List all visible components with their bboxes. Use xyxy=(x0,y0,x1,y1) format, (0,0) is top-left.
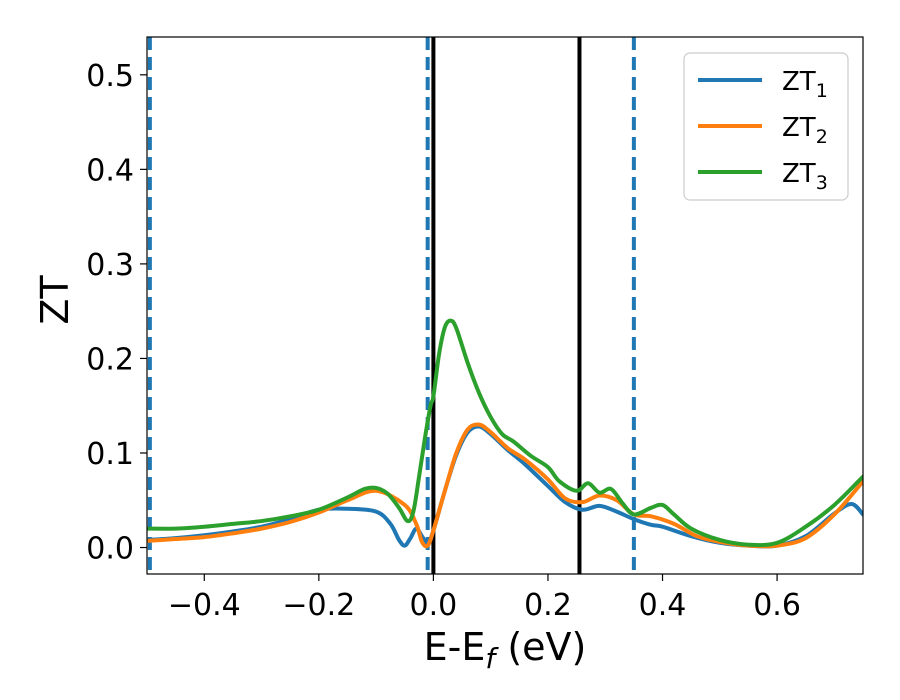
x-tick-label: −0.2 xyxy=(282,588,355,623)
x-axis-label: E-Ef (eV) xyxy=(424,625,587,675)
series-lines xyxy=(147,318,863,549)
vertical-reference-lines xyxy=(147,37,636,574)
y-tick-label: 0.1 xyxy=(86,437,134,472)
y-tick-label: 0.2 xyxy=(86,342,134,377)
x-tick-label: 0.0 xyxy=(410,588,458,623)
y-tick-label: 0.4 xyxy=(86,153,134,188)
x-tick-label: 0.4 xyxy=(639,588,687,623)
legend-label-zt3: ZT3 xyxy=(782,159,828,194)
legend-box xyxy=(683,52,849,201)
series-line-zt3 xyxy=(147,318,863,548)
y-axis-ticks: 0.0 0.1 0.2 0.3 0.4 0.5 xyxy=(86,59,147,567)
legend: ZT1 ZT2 ZT3 xyxy=(683,52,849,201)
legend-label-zt2: ZT2 xyxy=(782,113,828,148)
x-axis-ticks: −0.4 −0.2 0.0 0.2 0.4 0.6 xyxy=(168,574,801,623)
x-tick-label: 0.6 xyxy=(753,588,801,623)
series-line-zt2 xyxy=(147,422,863,549)
legend-label-zt1: ZT1 xyxy=(782,67,828,102)
x-axis-label-main: E-E xyxy=(424,625,486,669)
y-tick-label: 0.3 xyxy=(86,248,134,283)
x-tick-label: 0.2 xyxy=(524,588,572,623)
y-tick-label: 0.0 xyxy=(86,532,134,567)
y-axis-label: ZT xyxy=(33,275,77,325)
x-axis-label-unit: (eV) xyxy=(495,625,586,669)
y-tick-label: 0.5 xyxy=(86,59,134,94)
plot-frame xyxy=(146,36,864,575)
x-tick-label: −0.4 xyxy=(168,588,241,623)
